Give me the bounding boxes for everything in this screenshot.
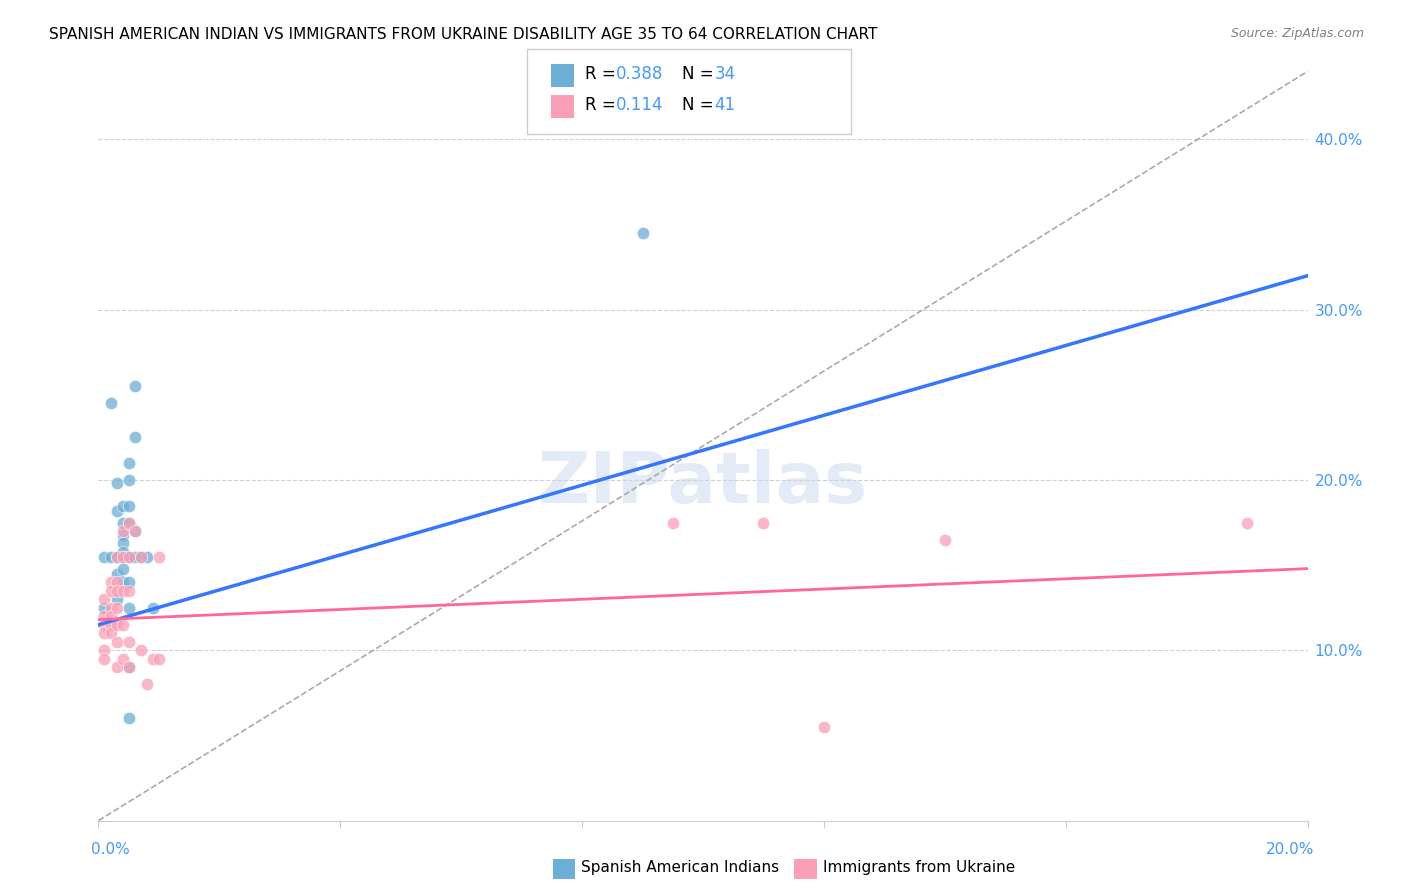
Point xyxy=(111,544,134,558)
Point xyxy=(105,635,128,649)
Point xyxy=(813,720,835,734)
Point xyxy=(118,499,141,513)
Point xyxy=(124,524,146,538)
Point xyxy=(93,652,115,666)
Text: 0.0%: 0.0% xyxy=(91,842,131,856)
Point xyxy=(105,600,128,615)
Point xyxy=(124,524,146,538)
Point xyxy=(93,592,115,607)
Point xyxy=(93,609,115,624)
Point xyxy=(111,549,134,564)
Point xyxy=(105,575,128,590)
Text: Immigrants from Ukraine: Immigrants from Ukraine xyxy=(823,861,1015,875)
Point xyxy=(118,456,141,470)
Point xyxy=(111,617,134,632)
Text: R =: R = xyxy=(585,96,621,114)
Text: 34: 34 xyxy=(714,65,735,83)
Point xyxy=(752,516,775,530)
Text: 0.388: 0.388 xyxy=(616,65,664,83)
Point xyxy=(129,549,152,564)
Text: ZIPatlas: ZIPatlas xyxy=(538,449,868,518)
Point xyxy=(118,516,141,530)
Text: 0.114: 0.114 xyxy=(616,96,664,114)
Point xyxy=(105,504,128,518)
Point xyxy=(100,626,122,640)
Point xyxy=(100,609,122,624)
Point xyxy=(111,583,134,598)
Point xyxy=(118,549,141,564)
Point xyxy=(100,575,122,590)
Point xyxy=(124,549,146,564)
Text: 20.0%: 20.0% xyxy=(1267,842,1315,856)
Point xyxy=(631,226,654,240)
Point xyxy=(105,617,128,632)
Point xyxy=(129,549,152,564)
Point xyxy=(142,652,165,666)
Point xyxy=(118,660,141,674)
Point xyxy=(118,600,141,615)
Point xyxy=(148,549,170,564)
Point xyxy=(93,626,115,640)
Text: Source: ZipAtlas.com: Source: ZipAtlas.com xyxy=(1230,27,1364,40)
Point xyxy=(93,643,115,657)
Point xyxy=(111,524,134,538)
Point xyxy=(111,549,134,564)
Point xyxy=(118,575,141,590)
Point xyxy=(93,617,115,632)
Point xyxy=(93,600,115,615)
Point xyxy=(129,643,152,657)
Point xyxy=(105,549,128,564)
Text: N =: N = xyxy=(682,65,718,83)
Point xyxy=(118,473,141,487)
Point xyxy=(100,549,122,564)
Point xyxy=(118,660,141,674)
Point xyxy=(118,635,141,649)
Text: Spanish American Indians: Spanish American Indians xyxy=(581,861,779,875)
Point xyxy=(661,516,683,530)
Point xyxy=(111,499,134,513)
Point xyxy=(148,652,170,666)
Point xyxy=(105,476,128,491)
Point xyxy=(100,617,122,632)
Point xyxy=(142,600,165,615)
Point xyxy=(105,660,128,674)
Point xyxy=(124,379,146,393)
Point xyxy=(111,516,134,530)
Point xyxy=(111,575,134,590)
Point xyxy=(118,711,141,725)
Point xyxy=(118,516,141,530)
Point xyxy=(135,677,157,691)
Point xyxy=(111,561,134,575)
Point xyxy=(118,549,141,564)
Point xyxy=(111,536,134,550)
Point xyxy=(105,549,128,564)
Text: N =: N = xyxy=(682,96,718,114)
Point xyxy=(100,583,122,598)
Point xyxy=(111,652,134,666)
Point xyxy=(105,592,128,607)
Point xyxy=(111,527,134,541)
Text: R =: R = xyxy=(585,65,621,83)
Point xyxy=(100,600,122,615)
Point xyxy=(105,566,128,581)
Point xyxy=(1236,516,1258,530)
Text: SPANISH AMERICAN INDIAN VS IMMIGRANTS FROM UKRAINE DISABILITY AGE 35 TO 64 CORRE: SPANISH AMERICAN INDIAN VS IMMIGRANTS FR… xyxy=(49,27,877,42)
Point xyxy=(100,396,122,410)
Text: 41: 41 xyxy=(714,96,735,114)
Point xyxy=(934,533,956,547)
Point xyxy=(93,549,115,564)
Point xyxy=(124,430,146,444)
Point xyxy=(105,583,128,598)
Point xyxy=(118,583,141,598)
Point xyxy=(135,549,157,564)
